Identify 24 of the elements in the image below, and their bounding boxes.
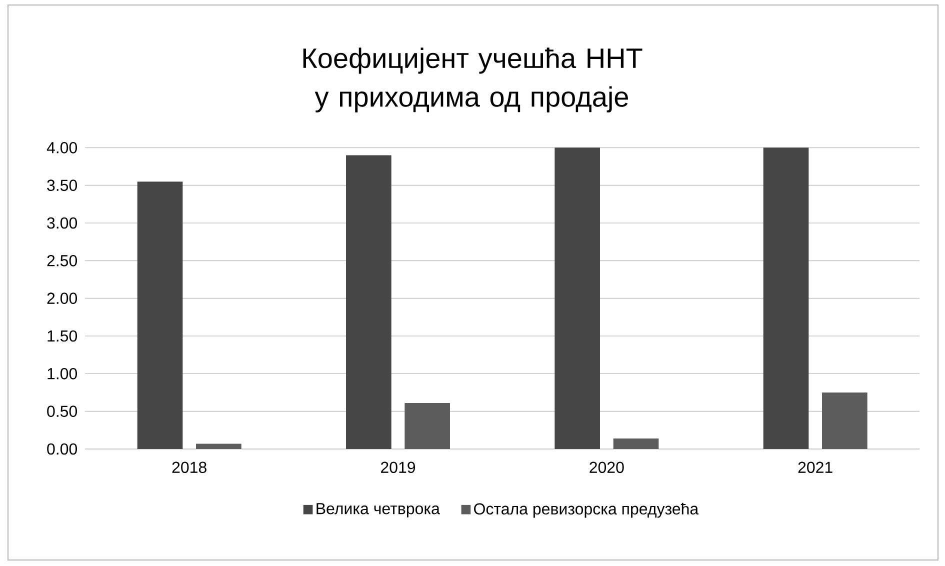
bar (822, 392, 868, 449)
y-tick-label: 2.00 (47, 292, 78, 304)
bar (196, 444, 242, 449)
bar (346, 155, 392, 449)
bar (613, 438, 659, 449)
x-tick-label: 2019 (381, 462, 416, 474)
y-tick-label: 0.50 (47, 406, 78, 417)
y-tick-label: 4.00 (46, 142, 78, 154)
y-tick-label: 1.00 (48, 368, 78, 380)
y-tick-label: 3.00 (47, 217, 78, 229)
y-tick-label: 1.50 (48, 330, 78, 342)
y-tick-label: 2.50 (47, 255, 78, 266)
bar (404, 403, 450, 449)
bar (137, 182, 183, 449)
y-tick-label: 3.50 (47, 180, 78, 191)
legend-label: Велика четврока (316, 503, 440, 518)
bar (554, 148, 600, 449)
chart-title: Коефицијент учешћа ННТ у приходима од продаје (303, 48, 642, 112)
x-tick-label: 2020 (590, 462, 624, 474)
x-tick-label: 2018 (172, 462, 206, 474)
x-tick-label: 2021 (798, 462, 832, 474)
legend-label: Остала ревизорска предузећа (474, 502, 699, 518)
y-tick-label: 0.00 (47, 443, 78, 455)
bar (763, 148, 809, 449)
